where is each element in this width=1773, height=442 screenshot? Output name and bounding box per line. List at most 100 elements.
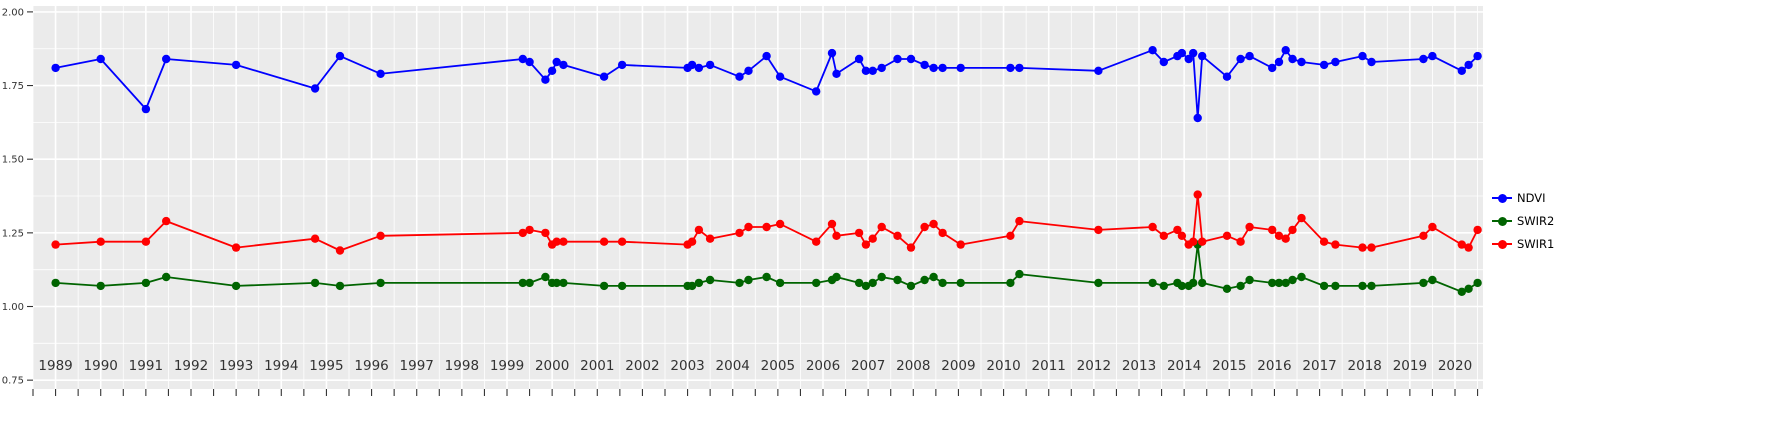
data-point-swir1	[1198, 237, 1207, 246]
data-point-ndvi	[525, 57, 534, 67]
data-point-swir1	[1464, 243, 1473, 252]
data-point-swir1	[1236, 237, 1245, 246]
data-point-swir1	[854, 228, 864, 238]
data-point-swir1	[1177, 231, 1187, 240]
data-point-ndvi	[1177, 48, 1187, 58]
data-point-swir1	[920, 222, 929, 232]
data-point-ndvi	[1236, 54, 1245, 64]
data-point-ndvi	[1159, 57, 1169, 67]
data-point-swir2	[376, 278, 385, 288]
legend-key-swir2-icon	[1492, 214, 1512, 228]
data-point-swir1	[552, 237, 561, 246]
data-point-swir1	[1281, 234, 1290, 243]
data-point-swir2	[1159, 281, 1169, 291]
data-point-swir2	[617, 281, 627, 291]
data-point-ndvi	[559, 60, 568, 70]
x-axis-label: 2007	[851, 358, 885, 374]
data-point-swir2	[1358, 281, 1367, 291]
x-axis-label: 1999	[490, 358, 524, 374]
data-point-swir2	[1297, 272, 1306, 282]
data-point-swir1	[938, 228, 947, 238]
x-axis-label: 2004	[716, 358, 750, 374]
data-point-swir1	[1094, 225, 1103, 235]
data-point-ndvi	[1319, 60, 1329, 70]
data-point-swir2	[1245, 275, 1254, 285]
data-point-ndvi	[1428, 51, 1437, 61]
data-point-ndvi	[1473, 51, 1482, 61]
data-point-swir2	[694, 278, 704, 288]
legend-key-swir1-icon	[1492, 237, 1512, 251]
data-point-ndvi	[920, 60, 929, 70]
data-point-swir2	[956, 278, 965, 288]
x-axis-label: 1990	[84, 358, 118, 374]
x-axis-label: 2011	[1032, 358, 1066, 374]
data-point-swir2	[832, 272, 841, 282]
x-axis-label: 2005	[761, 358, 795, 374]
x-axis-label: 2019	[1393, 358, 1427, 374]
data-point-swir1	[827, 219, 837, 229]
data-point-ndvi	[832, 69, 841, 79]
data-point-swir2	[1006, 278, 1015, 288]
data-point-ndvi	[1189, 48, 1198, 58]
data-point-swir2	[541, 272, 550, 282]
data-point-ndvi	[1222, 72, 1232, 81]
data-point-swir1	[744, 222, 753, 232]
data-point-ndvi	[735, 72, 744, 81]
legend: NDVI SWIR2 SWIR1	[1492, 191, 1554, 251]
data-point-swir2	[1222, 284, 1232, 293]
data-point-swir2	[162, 272, 171, 282]
data-point-ndvi	[1464, 60, 1473, 70]
data-point-swir2	[335, 281, 345, 291]
data-point-swir1	[1148, 222, 1157, 232]
data-point-swir2	[96, 281, 105, 291]
data-point-ndvi	[694, 63, 704, 73]
data-point-swir2	[310, 278, 320, 288]
data-point-swir1	[1193, 190, 1202, 199]
legend-item-ndvi: NDVI	[1492, 191, 1554, 205]
data-point-swir1	[518, 228, 527, 238]
data-point-ndvi	[376, 69, 385, 79]
data-point-ndvi	[868, 66, 877, 76]
data-point-swir1	[877, 222, 886, 232]
data-point-swir2	[854, 278, 864, 288]
y-axis-label: 2.00	[2, 7, 24, 18]
data-point-swir2	[906, 281, 916, 291]
data-point-ndvi	[1268, 63, 1277, 73]
data-point-swir1	[1358, 243, 1367, 252]
data-point-ndvi	[1245, 51, 1254, 61]
data-point-swir1	[868, 234, 877, 243]
x-axis-label: 1991	[129, 358, 163, 374]
data-point-swir1	[861, 240, 871, 249]
x-axis-label: 1998	[445, 358, 479, 374]
y-axis-label: 1.00	[2, 302, 24, 313]
x-axis-label: 2015	[1212, 358, 1246, 374]
x-axis-label: 2000	[535, 358, 569, 374]
data-point-swir1	[1297, 213, 1306, 223]
data-point-swir2	[1281, 278, 1290, 288]
legend-label-ndvi: NDVI	[1517, 191, 1546, 205]
data-point-swir1	[1319, 237, 1329, 246]
data-point-swir1	[1331, 240, 1340, 249]
data-point-swir2	[1015, 269, 1024, 279]
x-axis-label: 1994	[264, 358, 298, 374]
x-axis-label: 2020	[1438, 358, 1472, 374]
data-point-swir1	[525, 225, 534, 235]
data-point-swir2	[861, 281, 871, 291]
data-point-swir2	[1177, 281, 1187, 291]
data-point-ndvi	[929, 63, 938, 73]
x-axis-label: 2003	[670, 358, 704, 374]
data-point-ndvi	[1367, 57, 1376, 67]
data-point-swir1	[541, 228, 550, 238]
data-point-swir1	[687, 237, 697, 246]
data-point-swir1	[599, 237, 609, 246]
y-axis-label: 0.75	[2, 376, 24, 387]
data-point-swir2	[141, 278, 151, 288]
x-axis-label: 2017	[1302, 358, 1336, 374]
data-point-swir2	[868, 278, 877, 288]
data-point-swir1	[735, 228, 744, 238]
data-point-ndvi	[1288, 54, 1297, 64]
data-point-swir1	[617, 237, 627, 246]
legend-label-swir1: SWIR1	[1517, 237, 1555, 251]
data-point-ndvi	[906, 54, 916, 64]
